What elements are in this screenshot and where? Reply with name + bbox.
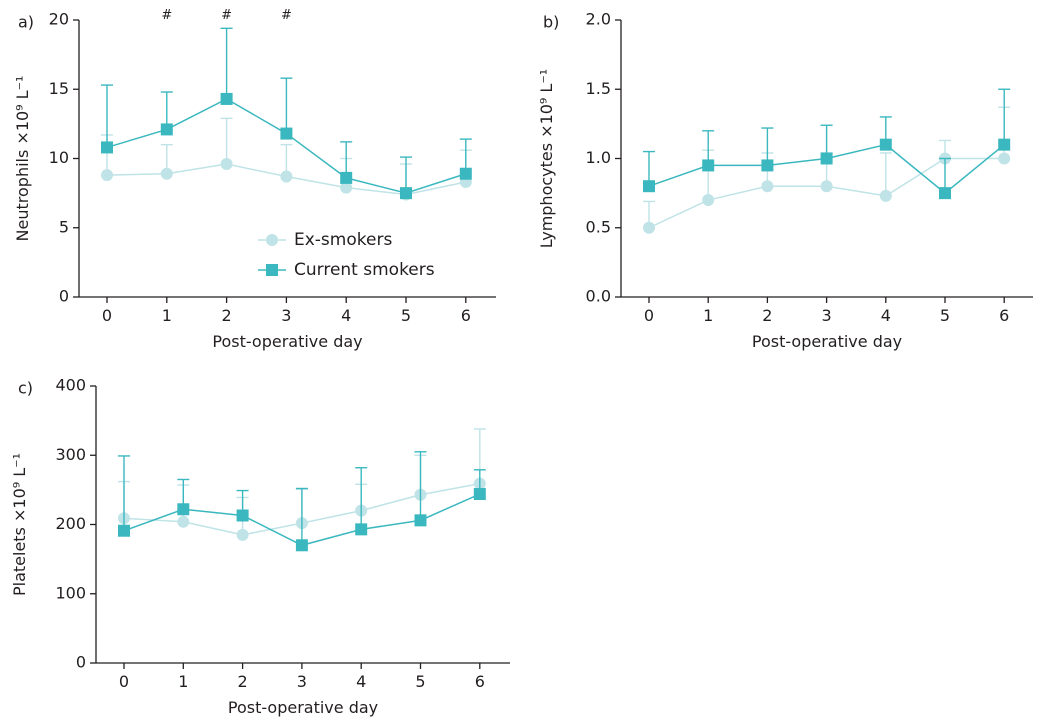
data-point	[643, 221, 655, 234]
data-point	[820, 180, 833, 193]
x-tick-label: 0	[119, 672, 129, 691]
x-tick-label: 6	[999, 306, 1009, 325]
y-tick-label: 1.0	[586, 148, 611, 167]
data-point	[177, 503, 190, 516]
x-tick-label: 1	[703, 306, 713, 325]
panel-b: b) 0.0 0.5 1.0 1.5 2.0 0 1 2 3 4 5 6 Post-operative d…	[537, 10, 1033, 351]
data-point	[340, 171, 353, 184]
y-tick-label: 0.5	[586, 217, 611, 236]
panel-label: b)	[543, 13, 559, 32]
data-point	[280, 170, 293, 183]
x-tick-label: 3	[822, 306, 832, 325]
data-point	[160, 167, 173, 180]
x-tick-label: 5	[415, 672, 425, 691]
data-point	[702, 159, 715, 172]
panel-label: a)	[18, 13, 34, 32]
x-tick-label: 2	[762, 306, 772, 325]
data-point	[101, 169, 113, 182]
data-point	[820, 152, 833, 165]
y-tick-label: 1.5	[586, 79, 611, 98]
data-point	[939, 187, 951, 200]
x-tick-label: 4	[341, 306, 351, 325]
legend-marker	[266, 234, 278, 246]
y-tick-label: 20	[49, 10, 69, 29]
significance-marker: #	[281, 8, 292, 23]
data-point	[761, 159, 774, 172]
y-axis-title: Neutrophils ×10⁹ L⁻¹	[13, 76, 32, 242]
data-point	[414, 514, 427, 527]
data-point	[355, 523, 368, 536]
x-tick-label: 0	[644, 306, 654, 325]
x-tick-label: 4	[356, 672, 366, 691]
x-axis-title: Post-operative day	[212, 332, 362, 351]
data-point	[340, 181, 353, 194]
data-point	[220, 92, 233, 105]
data-point	[236, 509, 249, 522]
data-point	[998, 152, 1011, 165]
y-tick-label: 0	[59, 287, 69, 306]
series-current-smokers	[101, 27, 472, 200]
x-axis-title: Post-operative day	[228, 698, 378, 717]
series-current-smokers	[643, 88, 1011, 200]
data-point	[177, 515, 190, 528]
x-tick-label: 4	[881, 306, 891, 325]
data-point	[101, 141, 113, 154]
x-tick-label: 3	[297, 672, 307, 691]
y-tick-label: 5	[59, 217, 69, 236]
y-tick-label: 400	[55, 376, 86, 395]
significance-marker: #	[161, 8, 172, 23]
data-point	[160, 123, 173, 136]
y-tick-label: 300	[55, 445, 86, 464]
panel-c: c) 0 100 200 300 400 0 1 2 3 4 5 6 Post-operative day…	[10, 376, 510, 717]
legend-label: Current smokers	[294, 260, 435, 280]
y-tick-label: 0	[76, 653, 86, 672]
x-tick-label: 3	[281, 306, 291, 325]
series-current-smokers	[118, 451, 486, 552]
x-tick-label: 1	[178, 672, 188, 691]
data-point	[761, 180, 774, 193]
x-tick-label: 6	[475, 672, 485, 691]
data-point	[400, 187, 412, 200]
data-point	[998, 138, 1011, 151]
legend: Ex-smokers Current smokers	[258, 230, 435, 280]
data-point	[118, 524, 130, 537]
y-tick-label: 200	[55, 514, 86, 533]
y-tick-label: 10	[49, 148, 69, 167]
panel-a: a) 0 5 10 15 20 0 1 2 3 4 5 6 Post-operative day Neutr…	[13, 8, 496, 351]
data-point	[459, 167, 472, 180]
x-tick-label: 5	[401, 306, 411, 325]
y-tick-label: 15	[49, 79, 69, 98]
data-point	[702, 194, 715, 207]
panel-label: c)	[18, 379, 33, 398]
data-point	[473, 488, 486, 501]
data-point	[280, 127, 293, 140]
data-point	[879, 189, 892, 202]
x-tick-label: 5	[940, 306, 950, 325]
y-tick-label: 100	[55, 583, 86, 602]
significance-marker: #	[221, 8, 232, 23]
legend-label: Ex-smokers	[294, 230, 392, 250]
y-tick-label: 0.0	[586, 287, 611, 306]
data-point	[643, 180, 655, 193]
y-axis-title: Platelets ×10⁹ L⁻¹	[10, 453, 29, 596]
x-tick-label: 0	[102, 306, 112, 325]
legend-marker	[266, 264, 278, 276]
x-axis-title: Post-operative day	[752, 332, 902, 351]
data-point	[236, 528, 249, 541]
y-tick-label: 2.0	[586, 10, 611, 29]
x-tick-label: 6	[461, 306, 471, 325]
data-point	[879, 138, 892, 151]
x-tick-label: 2	[222, 306, 232, 325]
y-axis-title: Lymphocytes ×10⁹ L⁻¹	[537, 69, 556, 248]
x-tick-label: 2	[238, 672, 248, 691]
data-point	[295, 539, 308, 552]
x-tick-label: 1	[162, 306, 172, 325]
data-point	[220, 158, 233, 171]
